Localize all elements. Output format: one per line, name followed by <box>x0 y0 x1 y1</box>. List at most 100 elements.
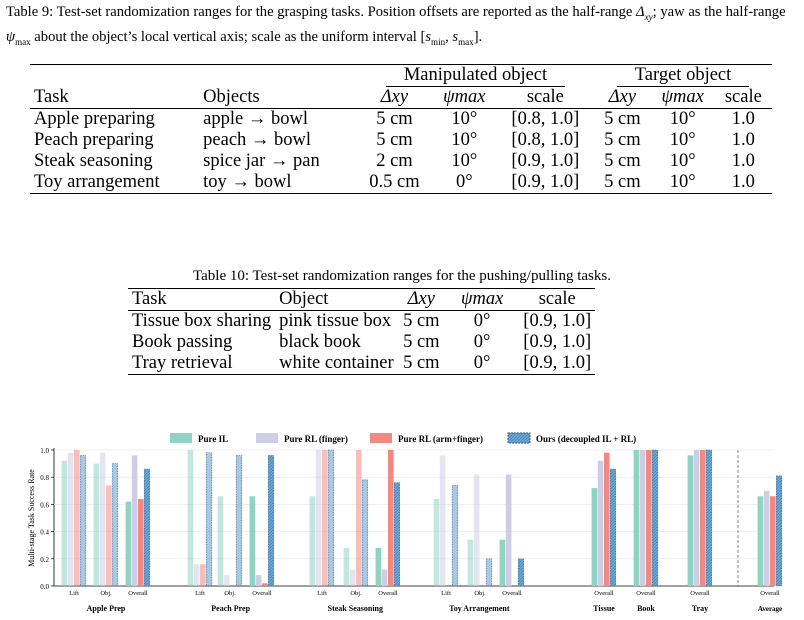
table-row: Tissue box sharing pink tissue box 5 cm … <box>128 310 596 333</box>
table9-header-row: Task Objects Δxy ψmax scale Δxy ψmax sca… <box>30 87 772 109</box>
bar <box>356 450 362 586</box>
bar <box>131 455 138 586</box>
bar <box>381 569 388 586</box>
bar <box>315 450 322 586</box>
x-sub-label: Lift <box>69 590 79 597</box>
x-group-label: Average <box>758 605 782 613</box>
bar <box>249 496 256 586</box>
cell: 5 cm <box>604 109 641 129</box>
x-group-label: Steak Seasoning <box>328 604 383 613</box>
bar <box>223 575 230 586</box>
bar <box>393 482 401 587</box>
x-sub-label: Obj. <box>224 590 236 597</box>
group-target: Target object <box>616 65 750 87</box>
bar <box>467 539 474 586</box>
bar <box>235 455 243 587</box>
cell: 5 cm <box>604 130 641 150</box>
table10: Task Object Δxy ψmax scale Tissue box sh… <box>128 288 596 375</box>
x-group-label: Book <box>637 604 655 613</box>
cell: pink tissue box <box>279 311 392 331</box>
x-sub-label: Overall <box>252 590 272 597</box>
cell: Apple preparing <box>34 109 155 129</box>
y-tick-label: 0.6 <box>40 501 49 509</box>
y-tick-label: 0.2 <box>40 556 49 564</box>
bar <box>597 460 604 586</box>
cell: 1.0 <box>731 109 755 129</box>
cell: apple → bowl <box>203 109 308 129</box>
y-tick-label: 1.0 <box>40 447 49 455</box>
header-scale-target: scale <box>724 87 762 107</box>
cell: Book passing <box>132 332 233 352</box>
bar <box>343 547 350 586</box>
bar <box>349 569 356 586</box>
x-sub-label: Obj. <box>100 590 112 597</box>
bar <box>388 450 394 586</box>
y-tick-label: 0.0 <box>40 583 49 591</box>
table9-caption: Table 9: Test-set randomization ranges f… <box>6 2 798 52</box>
cell: [0.9, 1.0] <box>523 311 592 331</box>
x-sub-label: Overall <box>128 590 148 597</box>
x-sub-label: Overall <box>378 590 398 597</box>
cell: 0° <box>473 353 491 373</box>
bar <box>193 564 200 586</box>
bar <box>700 450 706 586</box>
cell: 0° <box>473 311 491 331</box>
bar <box>633 450 640 586</box>
legend-swatch <box>256 433 278 443</box>
bar <box>451 485 459 587</box>
header-dxy-target: Δxy <box>608 87 637 107</box>
bar <box>217 496 224 586</box>
cell: 2 cm <box>376 151 413 171</box>
bar <box>93 463 100 586</box>
bar <box>609 468 617 587</box>
x-sub-label: Lift <box>195 590 205 597</box>
bar <box>757 496 764 586</box>
table9: Manipulated object Target object Task Ob… <box>30 64 772 194</box>
cell: peach → bowl <box>203 130 312 150</box>
header-dxy: Δxy <box>407 289 435 309</box>
bar <box>61 460 68 586</box>
bar <box>505 474 512 586</box>
bar <box>138 498 144 586</box>
cell: 10° <box>669 172 696 192</box>
cell: Toy arrangement <box>34 172 160 192</box>
table10-header-row: Task Object Δxy ψmax scale <box>128 288 596 311</box>
cell: Peach preparing <box>34 130 154 150</box>
table-row: Book passing black book 5 cm 0° [0.9, 1.… <box>128 332 595 353</box>
cell: 5 cm <box>604 151 641 171</box>
x-sub-label: Obj. <box>474 590 486 597</box>
cell: 10° <box>451 109 478 129</box>
header-task: Task <box>132 289 167 309</box>
cell: [0.9, 1.0] <box>511 172 580 192</box>
x-group-label: Apple Prep <box>87 604 126 613</box>
legend-label: Pure RL (arm+finger) <box>398 434 483 444</box>
bar <box>262 583 268 586</box>
cell: 5 cm <box>376 130 413 150</box>
x-group-label: Peach Prep <box>211 604 250 613</box>
cell: Steak seasoning <box>34 151 153 171</box>
x-group-label: Tray <box>692 604 708 613</box>
bar <box>591 488 598 586</box>
legend-label: Pure IL <box>198 434 228 444</box>
cell: 10° <box>669 130 696 150</box>
cell: 10° <box>669 109 696 129</box>
cell: 1.0 <box>731 130 755 150</box>
cell: 5 cm <box>403 311 440 331</box>
x-sub-label: Overall <box>760 590 780 597</box>
cell: [0.8, 1.0] <box>511 130 580 150</box>
bar <box>687 455 694 586</box>
bar <box>763 490 770 586</box>
table-row: Tray retrieval white container 5 cm 0° [… <box>128 353 596 375</box>
header-object: Object <box>279 289 329 309</box>
cell: 10° <box>451 130 478 150</box>
bar <box>327 449 335 587</box>
cell: 5 cm <box>403 353 440 373</box>
header-dxy: Δxy <box>380 87 409 107</box>
bar <box>361 479 369 587</box>
x-group-label: Toy Arrangement <box>449 604 510 613</box>
y-tick-label: 0.8 <box>40 474 49 482</box>
header-psimax: ψmax <box>460 289 504 309</box>
table-row: Toy arrangement toy → bowl 0.5 cm 0° [0.… <box>30 172 772 194</box>
x-sub-label: Lift <box>441 590 451 597</box>
header-scale: scale <box>538 289 576 309</box>
